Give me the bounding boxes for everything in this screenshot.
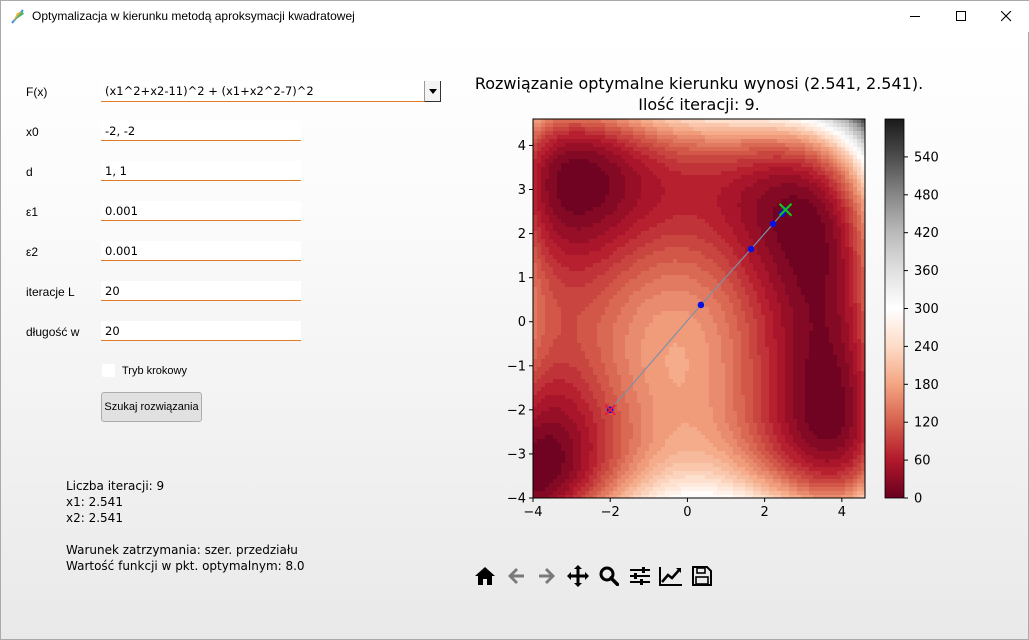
minimize-icon [909,16,920,17]
eps1-input[interactable]: 0.001 [101,201,301,221]
step-mode-row[interactable]: Tryb krokowy [102,364,187,377]
colorbar-tick-label: 480 [914,188,939,203]
optimization-path [604,202,793,416]
eps2-label: ε2 [26,245,39,259]
eps1-label: ε1 [26,205,39,219]
colorbar-tick-label: 300 [914,302,939,317]
colorbar [884,118,905,499]
plot-axes-frame [532,118,866,499]
fx-label: F(x) [26,85,48,99]
colorbar-tick-label: 360 [914,264,939,279]
maximize-button[interactable] [938,1,984,32]
back-button[interactable] [500,561,531,591]
plot-toolbar [469,561,717,591]
y-tick-label: 4 [518,139,526,154]
result-x1: x1: 2.541 [66,495,123,509]
edit-axis-button[interactable] [655,561,686,591]
d-label: d [26,165,33,179]
length-input[interactable]: 20 [101,321,301,341]
x-tick-label: 0 [683,505,691,520]
minimize-button[interactable] [892,1,938,32]
result-stop-condition: Warunek zatrzymania: szer. przedziału [66,543,298,557]
colorbar-tick-label: 240 [914,340,939,355]
chevron-down-icon [428,88,437,94]
window-title: Optymalizacja w kierunku metodą aproksym… [32,9,355,23]
results-panel: Liczba iteracji: 9 x1: 2.541 x2: 2.541 W… [66,478,305,574]
colorbar-tick-label: 120 [914,416,939,431]
y-tick-label: 0 [518,315,526,330]
y-tick-label: −2 [507,403,526,418]
colorbar-ticks: 0 60 120 180 240 300 360 420 480 540 [904,150,939,507]
y-tick-label: −4 [507,492,526,507]
iterations-label: iteracje L [26,285,75,299]
result-iterations: Liczba iteracji: 9 [66,479,165,493]
plot-title-line2: Ilość iteracji: 9. [638,95,760,114]
function-select-value: (x1^2+x2-11)^2 + (x1+x2^2-7)^2 [105,84,314,98]
x-tick-label: 2 [760,505,768,520]
length-label: długość w [26,325,80,339]
path-point [747,245,755,253]
result-function-value: Wartość funkcji w pkt. optymalnym: 8.0 [66,559,305,573]
configure-subplots-button[interactable] [624,561,655,591]
x-tick-label: 4 [838,505,846,520]
step-mode-label: Tryb krokowy [122,364,187,377]
colorbar-tick-label: 180 [914,378,939,393]
iterations-input[interactable]: 20 [101,281,301,301]
contour-field [533,119,865,498]
app-feather-icon [11,9,24,24]
zoom-icon [599,566,619,586]
result-spacer [66,526,305,542]
contour-plot[interactable]: −4 −2 0 2 4 −4 −3 −2 −1 0 1 2 3 4 0 60 120 180 240 300 360… [491,111,951,526]
home-icon [474,567,495,585]
plot-title-line1: Rozwiązanie optymalne kierunku wynosi (2… [474,74,924,93]
eps2-input[interactable]: 0.001 [101,241,301,261]
colorbar-tick-label: 60 [914,454,931,469]
x-axis-ticks: −4 −2 0 2 4 [523,498,846,520]
function-select[interactable]: (x1^2+x2-11)^2 + (x1+x2^2-7)^2 [101,81,441,102]
x0-input[interactable]: -2, -2 [101,121,301,141]
zoom-button[interactable] [593,561,624,591]
y-tick-label: 3 [518,183,526,198]
edit-axis-icon [658,567,682,586]
title-bar: Optymalizacja w kierunku metodą aproksym… [1,1,1029,32]
y-tick-label: −3 [507,447,526,462]
x-tick-label: −4 [523,505,542,520]
y-tick-label: 2 [518,227,526,242]
configure-subplots-icon [629,567,650,585]
plot-title: Rozwiązanie optymalne kierunku wynosi (2… [449,73,949,115]
x0-label: x0 [26,125,39,139]
path-point [769,220,777,228]
y-axis-ticks: −4 −3 −2 −1 0 1 2 3 4 [507,139,533,507]
optimum-point-marker [778,202,793,217]
home-button[interactable] [469,561,500,591]
colorbar-tick-label: 420 [914,226,939,241]
x-tick-label: −2 [601,505,620,520]
forward-arrow-icon [538,568,555,584]
d-input[interactable]: 1, 1 [101,161,301,181]
search-solution-button[interactable]: Szukaj rozwiązania [101,392,202,422]
dropdown-button[interactable] [424,81,441,102]
close-button[interactable] [983,1,1029,32]
close-icon [1000,11,1011,22]
pan-icon [566,565,589,587]
step-mode-checkbox[interactable] [102,364,115,377]
save-button[interactable] [686,561,717,591]
path-point [697,301,705,309]
forward-button[interactable] [531,561,562,591]
result-x2: x2: 2.541 [66,511,123,525]
maximize-icon [955,11,966,21]
save-icon [691,566,712,586]
start-point-marker [604,404,616,416]
y-tick-label: −1 [507,359,526,374]
colorbar-tick-label: 0 [914,492,922,507]
back-arrow-icon [507,568,524,584]
y-tick-label: 1 [518,271,526,286]
colorbar-tick-label: 540 [914,150,939,165]
pan-button[interactable] [562,561,593,591]
